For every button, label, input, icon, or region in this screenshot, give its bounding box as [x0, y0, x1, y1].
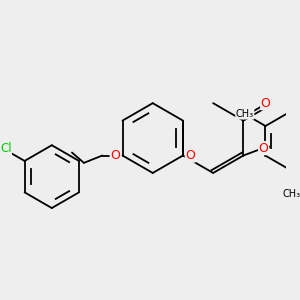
Text: O: O [185, 149, 195, 162]
Text: Cl: Cl [0, 142, 11, 154]
Text: CH₃: CH₃ [236, 109, 254, 119]
Text: CH₃: CH₃ [282, 189, 300, 200]
Text: O: O [110, 149, 120, 162]
Text: O: O [261, 97, 271, 110]
Text: O: O [259, 142, 269, 155]
